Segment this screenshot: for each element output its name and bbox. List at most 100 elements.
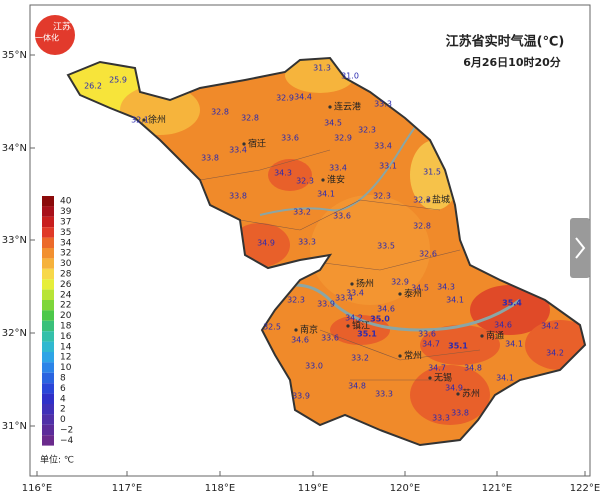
- next-button[interactable]: [570, 218, 590, 278]
- legend-swatch: [42, 372, 54, 384]
- legend-swatch: [42, 268, 54, 280]
- station-temperature: 34.2: [345, 314, 363, 323]
- station-temperature: 26.2: [84, 82, 102, 91]
- city-dot: [398, 292, 402, 296]
- legend-swatch: [42, 237, 54, 248]
- station-temperature: 34.1: [446, 296, 464, 305]
- city-label: 盐城: [432, 194, 450, 206]
- station-temperature: 34.6: [291, 336, 309, 345]
- city-label: 连云港: [334, 101, 361, 113]
- station-temperature: 34.1: [505, 340, 523, 349]
- station-temperature: 33.2: [293, 208, 311, 217]
- station-temperature: 31.0: [341, 72, 359, 81]
- legend-label: 24: [60, 290, 72, 300]
- station-temperature: 34.2: [546, 349, 564, 358]
- legend-swatch: [42, 279, 54, 290]
- station-temperature: 33.3: [374, 100, 392, 109]
- station-temperature: 32.3: [413, 196, 431, 205]
- legend-swatch: [42, 248, 54, 259]
- station-temperature: 34.2: [541, 322, 559, 331]
- legend-swatch: [42, 206, 54, 217]
- title: 江苏省实时气温(℃): [446, 34, 565, 50]
- city-dot: [398, 354, 402, 358]
- legend-label: 18: [60, 322, 72, 332]
- station-temperature: 33.6: [281, 134, 299, 143]
- city-label: 南京: [300, 324, 318, 336]
- logo: 江苏 一体化: [35, 15, 75, 55]
- y-axis-label: 32°N: [2, 328, 27, 339]
- station-temperature: 33.6: [321, 334, 339, 343]
- x-axis-label: 119°E: [298, 483, 328, 494]
- legend-label: 39: [60, 207, 72, 217]
- legend-label: 32: [60, 249, 71, 259]
- station-temperature: 33.5: [377, 242, 395, 251]
- station-temperature: 35.0: [370, 315, 390, 324]
- legend-label: 14: [60, 342, 72, 352]
- legend-swatch: [42, 393, 54, 404]
- station-temperature: 32.8: [211, 108, 229, 117]
- legend-label: 12: [60, 353, 71, 363]
- station-temperature: 33.6: [418, 330, 436, 339]
- legend-label: 37: [60, 218, 71, 228]
- legend-label: 40: [60, 197, 72, 207]
- station-temperature: 34.9: [445, 384, 463, 393]
- x-axis-label: 118°E: [205, 483, 235, 494]
- station-temperature: 33.4: [329, 164, 347, 173]
- legend-label: 26: [60, 280, 72, 290]
- city-label: 苏州: [462, 388, 480, 400]
- city-label: 常州: [404, 350, 422, 362]
- legend-swatch: [42, 289, 54, 300]
- station-temperature: 32.8: [413, 222, 431, 231]
- station-temperature: 32.9: [391, 278, 409, 287]
- city-label: 淮安: [327, 174, 345, 186]
- x-axis-label: 121°E: [482, 483, 512, 494]
- legend-swatch: [42, 310, 54, 321]
- station-temperature: 32.8: [241, 114, 259, 123]
- station-temperature: 35.1: [448, 342, 468, 351]
- city-label: 无锡: [434, 373, 452, 384]
- station-temperature: 33.9: [317, 300, 335, 309]
- city-label: 徐州: [148, 114, 166, 126]
- station-temperature: 35.1: [357, 330, 377, 339]
- legend-swatch: [42, 352, 54, 363]
- station-temperature: 32.3: [373, 192, 391, 201]
- station-temperature: 33.8: [229, 192, 247, 201]
- station-temperature: 34.8: [348, 382, 366, 391]
- station-temperature: 33.4: [374, 142, 392, 151]
- legend-label: 2: [60, 405, 66, 415]
- legend-label: 0: [60, 415, 66, 425]
- station-temperature: 32.1: [131, 116, 149, 125]
- station-temperature: 32.3: [287, 296, 305, 305]
- x-axis-label: 122°E: [570, 483, 600, 494]
- legend-swatch: [42, 341, 54, 352]
- station-temperature: 34.7: [428, 364, 446, 373]
- station-temperature: 34.5: [411, 284, 429, 293]
- city-dot: [321, 178, 325, 182]
- y-axis-label: 31°N: [2, 421, 27, 432]
- legend-swatch: [42, 435, 54, 446]
- city-dot: [242, 142, 246, 146]
- legend-swatch: [42, 227, 54, 238]
- legend-swatch: [42, 196, 54, 207]
- city-label: 泰州: [404, 288, 422, 300]
- city-label: 宿迁: [248, 138, 266, 150]
- station-temperature: 33.0: [305, 362, 323, 371]
- city-dot: [350, 282, 354, 286]
- y-axis-label: 34°N: [2, 143, 27, 154]
- station-temperature: 33.4: [229, 146, 247, 155]
- next-button[interactable]: [570, 218, 590, 278]
- station-temperature: 32.5: [263, 323, 281, 332]
- station-temperature: 31.5: [423, 168, 441, 177]
- station-temperature: 33.3: [298, 238, 316, 247]
- x-axis-label: 117°E: [112, 483, 142, 494]
- legend-label: 8: [60, 374, 66, 384]
- station-temperature: 25.9: [109, 76, 127, 85]
- city-dot: [142, 118, 146, 122]
- logo-text: 江苏: [53, 21, 71, 33]
- station-temperature: 32.3: [296, 177, 314, 186]
- y-axis-label: 35°N: [2, 50, 27, 61]
- station-temperature: 31.3: [313, 64, 331, 73]
- legend-label: −4: [60, 436, 74, 446]
- legend-swatch: [42, 362, 54, 373]
- legend-label: 22: [60, 301, 71, 311]
